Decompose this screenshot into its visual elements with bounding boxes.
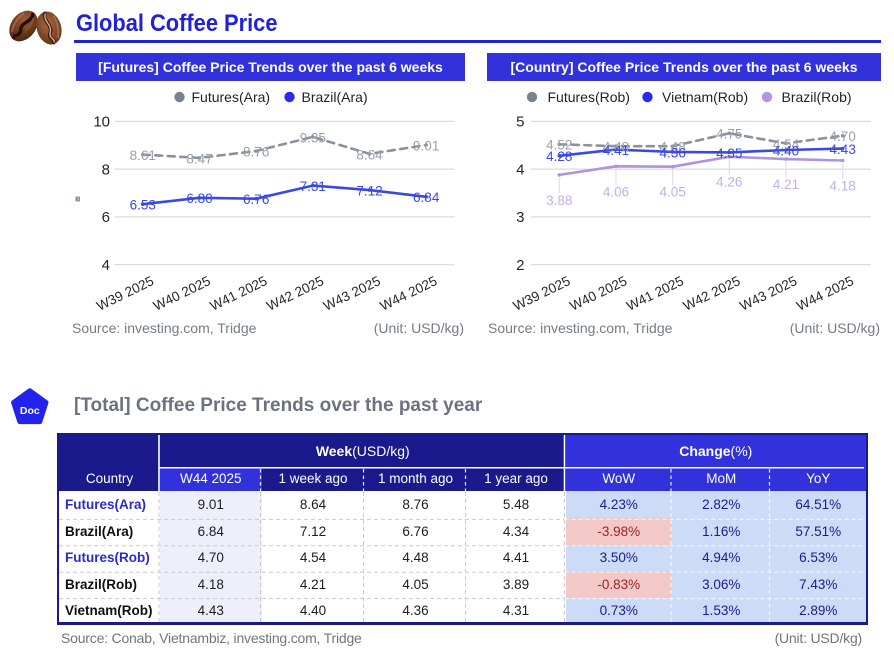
svg-text:4.36: 4.36 (660, 145, 686, 160)
svg-text:W40 2025: W40 2025 (151, 273, 213, 313)
svg-text:(Unit: USD/kg): (Unit: USD/kg) (790, 320, 880, 336)
svg-text:W41 2025: W41 2025 (208, 273, 270, 313)
svg-text:4: 4 (516, 161, 524, 178)
svg-text:W44 2025: W44 2025 (378, 273, 440, 313)
svg-text:Brazil(Rob): Brazil(Rob) (782, 89, 852, 105)
svg-text:10: 10 (93, 114, 110, 131)
svg-text:4.06: 4.06 (603, 184, 629, 199)
svg-text:Doc: Doc (20, 405, 40, 417)
svg-text:7.31: 7.31 (300, 179, 326, 194)
svg-text:8.61: 8.61 (130, 148, 156, 163)
svg-text:4.21: 4.21 (773, 177, 799, 192)
svg-text:8.64: 8.64 (356, 147, 383, 162)
svg-text:W41 2025: W41 2025 (624, 273, 686, 313)
svg-text:W42 2025: W42 2025 (681, 273, 743, 313)
svg-text:6.84: 6.84 (413, 190, 440, 205)
svg-text:6.80: 6.80 (186, 191, 212, 206)
svg-text:9.01: 9.01 (413, 138, 439, 153)
svg-text:4.43: 4.43 (830, 142, 856, 157)
svg-text:2: 2 (516, 257, 524, 274)
svg-text:(Unit: USD/kg): (Unit: USD/kg) (374, 320, 464, 336)
svg-text:5: 5 (516, 114, 524, 131)
svg-text:4.35: 4.35 (716, 146, 742, 161)
svg-text:Vietnam(Rob): Vietnam(Rob) (662, 89, 748, 105)
svg-text:W44 2025: W44 2025 (794, 273, 856, 313)
svg-text:4.05: 4.05 (660, 185, 686, 200)
svg-text:Brazil(Ara): Brazil(Ara) (302, 89, 368, 105)
svg-text:8.47: 8.47 (186, 151, 212, 166)
svg-text:6.53: 6.53 (130, 198, 156, 213)
svg-text:4.52: 4.52 (546, 138, 572, 153)
svg-text:4.28: 4.28 (546, 149, 572, 164)
svg-text:W43 2025: W43 2025 (321, 273, 383, 313)
svg-text:4: 4 (102, 257, 110, 274)
svg-text:4.48: 4.48 (603, 140, 629, 155)
svg-text:W43 2025: W43 2025 (737, 273, 799, 313)
svg-text:4.48: 4.48 (660, 140, 686, 155)
svg-text:W42 2025: W42 2025 (264, 273, 326, 313)
svg-text:4.41: 4.41 (603, 143, 629, 158)
svg-text:W39 2025: W39 2025 (94, 273, 156, 313)
svg-text:Futures(Ara): Futures(Ara) (192, 89, 271, 105)
svg-text:4.75: 4.75 (716, 127, 742, 142)
svg-text:7.12: 7.12 (356, 184, 382, 199)
svg-text:8.76: 8.76 (243, 144, 269, 159)
svg-text:4.18: 4.18 (830, 179, 856, 194)
svg-text:8: 8 (102, 161, 110, 178)
svg-text:W39 2025: W39 2025 (511, 273, 573, 313)
svg-text:4.26: 4.26 (716, 175, 742, 190)
svg-text:Futures(Rob): Futures(Rob) (548, 89, 630, 105)
svg-text:9.35: 9.35 (300, 130, 326, 145)
svg-text:3.88: 3.88 (546, 193, 572, 208)
svg-text:4.40: 4.40 (773, 143, 799, 158)
svg-text:W40 2025: W40 2025 (567, 273, 629, 313)
svg-text:Source: investing.com, Tridge: Source: investing.com, Tridge (72, 320, 257, 336)
svg-text:3: 3 (516, 209, 524, 226)
svg-text:6.76: 6.76 (243, 192, 269, 207)
svg-text:4.70: 4.70 (830, 129, 856, 144)
svg-text:Source: investing.com, Tridge: Source: investing.com, Tridge (488, 320, 673, 336)
svg-text:6: 6 (102, 209, 110, 226)
svg-text:4.54: 4.54 (773, 137, 800, 152)
